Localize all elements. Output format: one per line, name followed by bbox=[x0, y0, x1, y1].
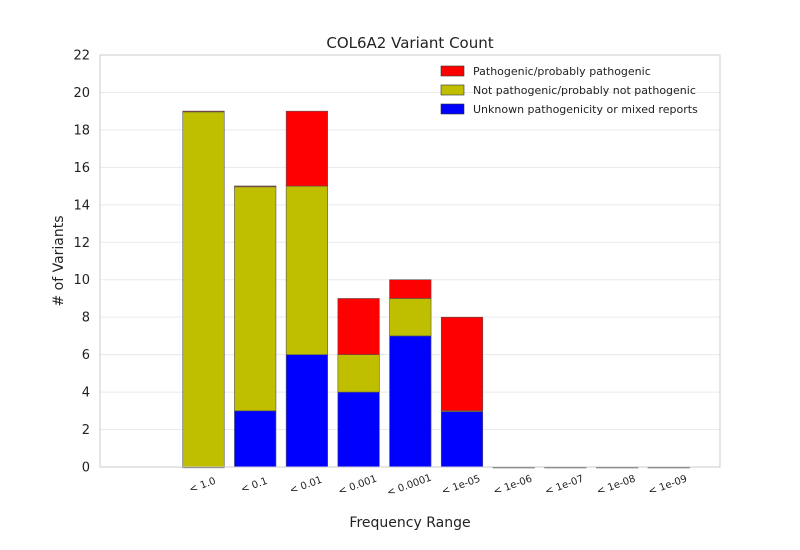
x-tick-label: < 0.001 bbox=[337, 474, 379, 498]
bar-01-series1 bbox=[234, 185, 277, 412]
legend-swatch bbox=[440, 65, 465, 77]
bar-0001-series2 bbox=[337, 298, 380, 355]
x-tick-label: < 0.01 bbox=[288, 475, 324, 497]
bar-0001-series0 bbox=[337, 391, 380, 468]
legend-label: Unknown pathogenicity or mixed reports bbox=[473, 103, 698, 116]
bar-1e05-series2 bbox=[440, 316, 484, 412]
bar-01-series2 bbox=[234, 185, 277, 188]
bar-001-series1 bbox=[285, 185, 328, 355]
x-tick-label: < 1e-09 bbox=[647, 474, 689, 498]
bar-01-series0 bbox=[234, 410, 277, 468]
bar-001-series0 bbox=[285, 354, 328, 468]
y-tick-label: 12 bbox=[73, 236, 90, 251]
y-tick-label: 20 bbox=[73, 86, 90, 101]
y-axis-label: # of Variants bbox=[51, 215, 67, 306]
x-tick-label: < 1.0 bbox=[188, 476, 218, 496]
bar-00001-series0 bbox=[389, 335, 432, 468]
y-tick-label: 8 bbox=[82, 311, 90, 326]
x-tick-label: < 1e-07 bbox=[544, 474, 586, 498]
y-tick-label: 16 bbox=[73, 161, 90, 176]
bar-0001-series1 bbox=[337, 354, 380, 393]
x-tick-label: < 0.1 bbox=[240, 476, 270, 496]
x-tick-label: < 1e-06 bbox=[492, 474, 534, 498]
y-tick-label: 18 bbox=[73, 123, 90, 138]
y-tick-label: 6 bbox=[82, 348, 90, 363]
x-tick-labels: < 1.0 < 0.1 < 0.01 < 0.001 < 0.0001 < 1e-05 < … bbox=[188, 473, 689, 499]
bar-10-series1 bbox=[182, 110, 225, 468]
y-tick-label: 0 bbox=[82, 461, 90, 476]
y-tick-label: 2 bbox=[82, 423, 90, 438]
bar-00001-series1 bbox=[389, 298, 432, 337]
y-tick-label: 22 bbox=[73, 49, 90, 64]
bar-00001-series2 bbox=[389, 279, 432, 299]
bar-10-series2 bbox=[182, 110, 225, 113]
bar-1e05-series0 bbox=[440, 410, 484, 468]
legend-swatch bbox=[440, 84, 465, 96]
y-tick-labels: 0 2 4 6 8 10 12 14 16 18 20 22 bbox=[73, 49, 90, 476]
x-tick-label: < 0.0001 bbox=[386, 473, 434, 499]
bars bbox=[182, 110, 690, 469]
legend-label: Not pathogenic/probably not pathogenic bbox=[473, 84, 696, 97]
bar-001-series2 bbox=[285, 110, 328, 187]
x-tick-label: < 1e-08 bbox=[595, 474, 637, 498]
y-tick-label: 14 bbox=[73, 198, 90, 213]
legend-swatch bbox=[440, 103, 465, 115]
legend: Pathogenic/probably pathogenic Not pathog… bbox=[440, 65, 698, 116]
chart-title: COL6A2 Variant Count bbox=[326, 34, 493, 52]
y-tick-label: 4 bbox=[82, 386, 90, 401]
legend-label: Pathogenic/probably pathogenic bbox=[473, 65, 651, 78]
plot-frame bbox=[99, 54, 721, 468]
x-tick-label: < 1e-05 bbox=[440, 474, 482, 498]
x-axis-label: Frequency Range bbox=[349, 515, 470, 531]
y-tick-label: 10 bbox=[73, 273, 90, 288]
